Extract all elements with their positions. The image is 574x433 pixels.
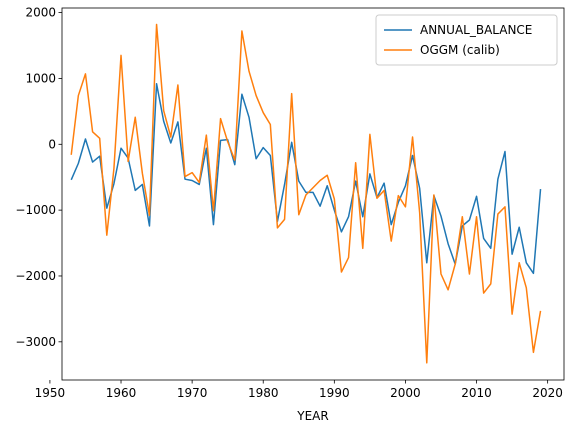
x-axis: 1950 1960 1970 1980 1990 2000 2010 2020 [35, 380, 563, 400]
x-tick-label: 1960 [106, 386, 137, 400]
series-line-1 [70, 23, 542, 364]
plot-frame [61, 7, 565, 381]
series-lines [70, 23, 542, 364]
x-tick-label: 2000 [390, 386, 421, 400]
legend: ANNUAL_BALANCE OGGM (calib) [375, 14, 558, 66]
y-tick-label: 0 [48, 137, 56, 151]
series-line-0 [70, 82, 542, 275]
x-tick-label: 1990 [319, 386, 350, 400]
legend-box [375, 14, 558, 66]
x-axis-label: YEAR [296, 409, 328, 423]
y-tick-label: −2000 [15, 269, 56, 283]
plot-area [61, 7, 565, 381]
y-tick-label: −3000 [15, 335, 56, 349]
y-tick-label: 2000 [25, 6, 56, 20]
y-tick-label: 1000 [25, 71, 56, 85]
y-tick-label: −1000 [15, 203, 56, 217]
x-tick-label: 2010 [461, 386, 492, 400]
legend-label: ANNUAL_BALANCE [420, 23, 532, 37]
x-tick-label: 2020 [532, 386, 563, 400]
y-axis: −3000 −2000 −1000 0 1000 2000 [15, 6, 62, 349]
x-tick-label: 1950 [35, 386, 66, 400]
x-tick-label: 1970 [177, 386, 208, 400]
legend-label: OGGM (calib) [420, 43, 500, 57]
x-tick-label: 1980 [248, 386, 279, 400]
